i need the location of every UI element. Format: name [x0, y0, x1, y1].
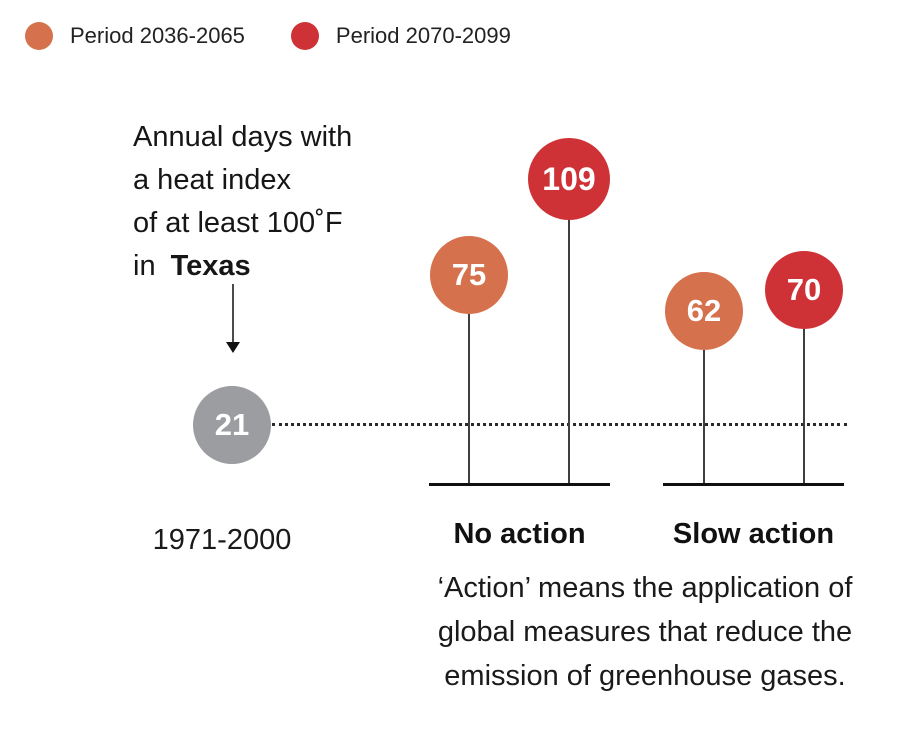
data-point-no-action-2036: 75: [430, 236, 508, 314]
caption-line: emission of greenhouse gases.: [444, 660, 846, 692]
caption-line: ‘Action’ means the application of: [437, 572, 853, 604]
axis-slow-action: [663, 483, 844, 486]
chart-caption: ‘Action’ means the application of global…: [398, 566, 892, 698]
data-point-slow-action-2036: 62: [665, 272, 743, 350]
stem-no-action-109: [568, 218, 570, 484]
caption-line: global measures that reduce the: [437, 616, 853, 648]
data-point-1971-2000: 21: [193, 386, 271, 464]
data-point-slow-action-2070: 70: [765, 251, 843, 329]
axis-no-action: [429, 483, 610, 486]
chart-title-prefix: in: [133, 250, 156, 282]
stem-no-action-75: [468, 314, 470, 484]
arrow-head: [226, 342, 240, 353]
legend-item-2070-2099: Period 2070-2099: [290, 22, 511, 50]
stem-slow-action-62: [703, 349, 705, 484]
legend-item-2036-2065: Period 2036-2065: [25, 22, 245, 50]
stem-slow-action-70: [803, 328, 805, 484]
legend-dot-orange-icon: [25, 22, 53, 50]
chart-title-line: in Texas: [133, 245, 352, 288]
data-point-no-action-2070: 109: [528, 138, 610, 220]
label-1971-2000: 1971-2000: [152, 524, 292, 556]
baseline-dotted-line: [272, 423, 847, 426]
chart-title-state: Texas: [170, 250, 251, 282]
arrow-shaft: [232, 284, 234, 344]
legend: Period 2036-2065 Period 2070-2099: [25, 22, 511, 50]
legend-dot-red-icon: [290, 22, 319, 50]
legend-label: Period 2070-2099: [335, 23, 511, 48]
chart-title: Annual days with a heat index of at leas…: [133, 116, 352, 288]
chart-title-line: of at least 100˚F: [133, 207, 343, 239]
legend-label: Period 2036-2065: [70, 23, 245, 48]
chart-title-line: Annual days with: [133, 121, 353, 153]
label-slow-action: Slow action: [672, 518, 835, 550]
down-arrow-icon: [226, 284, 240, 354]
label-no-action: No action: [453, 518, 586, 550]
chart-title-line: a heat index: [133, 164, 292, 196]
